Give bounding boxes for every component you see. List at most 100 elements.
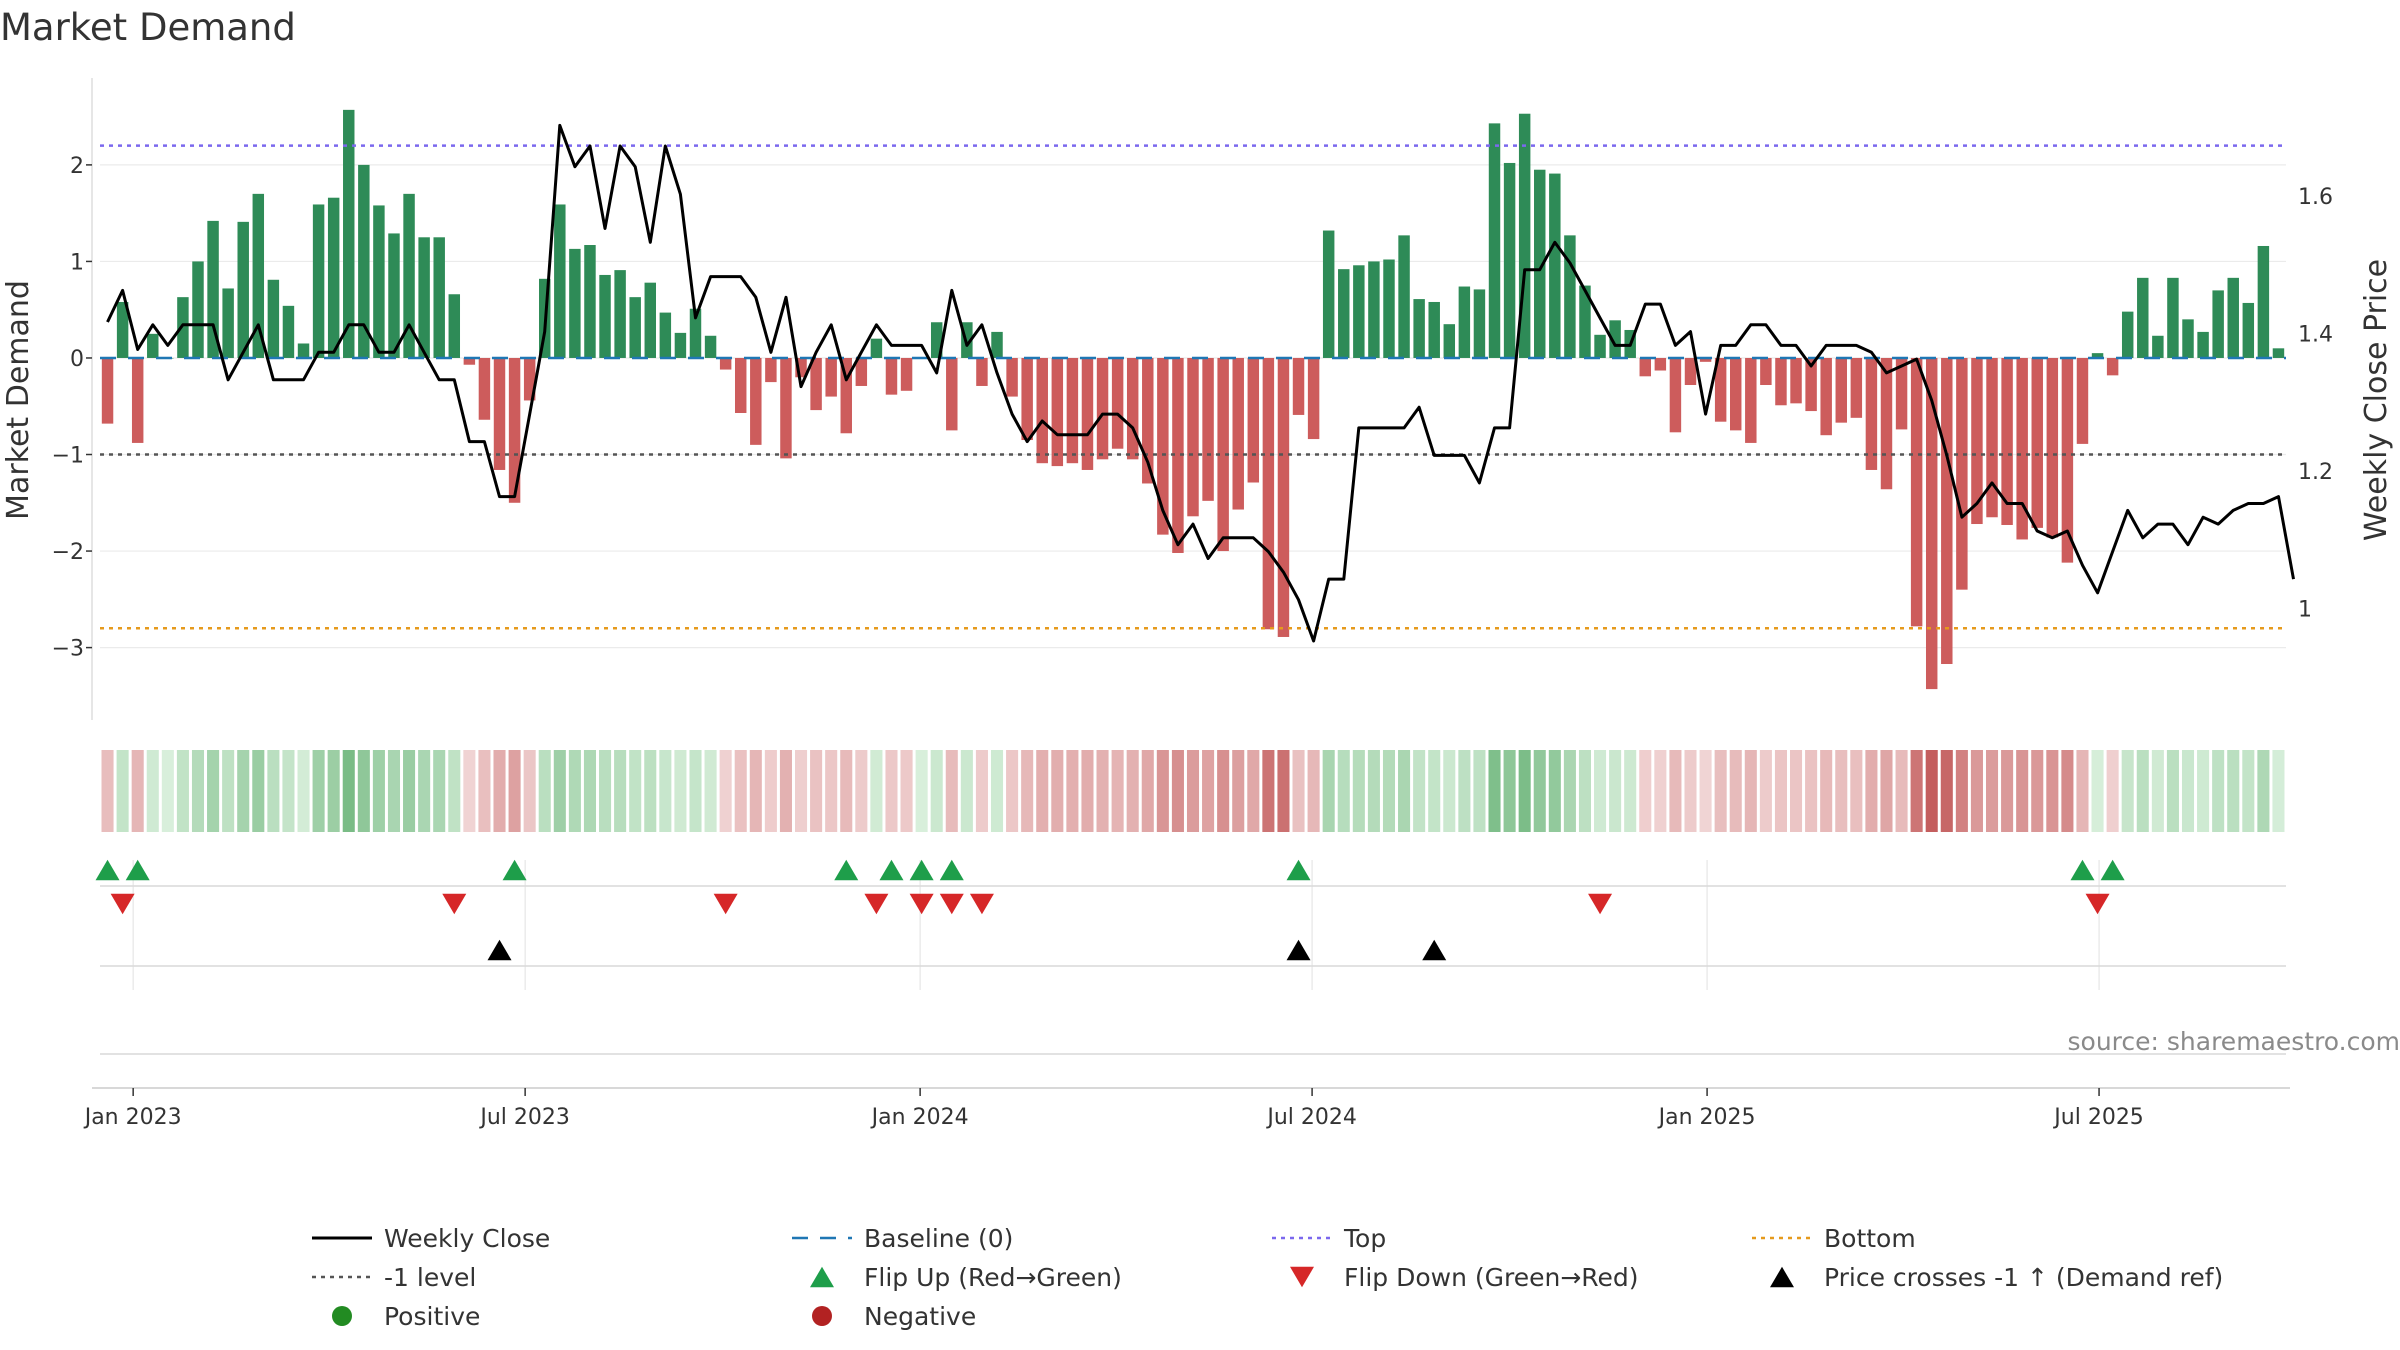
demand-bar-positive [1322,230,1335,358]
demand-bar-negative [734,357,747,413]
demand-bar-positive [116,301,129,358]
heatmap-cell [2061,750,2074,832]
heatmap-cell [1262,750,1275,832]
demand-bar-negative [1096,357,1109,460]
heatmap-cell [2166,750,2179,832]
demand-bar-positive [2121,311,2134,358]
heatmap-cell [207,750,220,832]
heatmap-cell [131,750,144,832]
demand-bar-positive [659,312,672,358]
demand-bar-negative [825,357,837,397]
demand-bar-negative [1730,357,1742,431]
heatmap-cell [2091,750,2104,832]
heatmap-cell [1186,750,1200,832]
demand-bar-positive [207,220,219,358]
y-tick-label: −2 [52,540,84,565]
heatmap-cell [1337,750,1350,832]
heatmap-cell [357,750,370,832]
demand-bar-negative [1111,357,1124,449]
legend-label: Weekly Close [384,1224,550,1253]
heatmap-cell [1171,750,1184,832]
heatmap-cell [1578,750,1592,832]
demand-bar-negative [1292,357,1305,415]
heatmap-cell [1955,750,1968,832]
heatmap-cell [403,750,416,832]
heatmap-cell [975,750,988,832]
demand-bar-positive [1398,235,1410,358]
heatmap-cell [764,750,777,832]
demand-bar-positive [2167,277,2179,358]
demand-bar-positive [267,279,280,358]
legend-label: Price crosses -1 ↑ (Demand ref) [1824,1263,2223,1292]
heatmap-cell [387,750,401,832]
source-label: source: sharemaestro.com [2068,1027,2400,1056]
heatmap-cell [1473,750,1486,832]
demand-bar-negative [1066,357,1079,464]
heatmap-cell [1609,750,1622,832]
heatmap-cell [1820,750,1833,832]
demand-bar-negative [2046,357,2059,538]
flip-up-marker [879,859,904,881]
legend-label: Baseline (0) [864,1224,1013,1253]
heatmap-cell [659,750,672,832]
demand-bar-positive [2272,348,2285,358]
demand-bar-negative [840,357,852,434]
heatmap-cell [2181,750,2195,832]
demand-bar-negative [101,357,114,424]
demand-bar-negative [855,357,868,386]
demand-bar-positive [1443,324,1456,358]
heatmap-cell [855,750,868,832]
demand-bar-positive [1579,285,1591,358]
demand-bar-negative [1172,357,1184,553]
heatmap-cell [538,750,551,832]
heatmap-cell [523,750,536,832]
heatmap-cell [1790,750,1803,832]
demand-bar-positive [1473,289,1486,358]
heatmap-cell [1985,750,1999,832]
demand-bar-negative [1956,357,1968,590]
legend-item: Price crosses -1 ↑ (Demand ref) [1770,1263,2223,1292]
heatmap-cell [960,750,973,832]
demand-bar-negative [750,357,762,445]
flip-down-marker [713,893,738,915]
x-tick-label: Jan 2023 [83,1105,182,1130]
heatmap-cell [1367,750,1380,832]
y2-tick-label: 1 [2298,598,2312,623]
heatmap-cell [1699,750,1712,832]
demand-bar-negative [1865,357,1878,470]
heatmap-cell [1548,750,1561,832]
heatmap-cell [1247,750,1260,832]
demand-bar-negative [1941,357,1953,665]
heatmap-cell [1051,750,1064,832]
demand-bar-positive [704,335,717,358]
demand-bar-negative [1850,357,1863,418]
demand-bar-negative [1684,357,1697,386]
y-tick-label: 1 [70,250,84,275]
demand-bar-positive [1413,299,1425,358]
demand-bar-negative [1820,357,1832,436]
flip-down-marker [864,893,889,915]
demand-bar-positive [343,109,355,358]
flip-up-marker [834,859,859,881]
demand-bar-positive [1549,173,1561,358]
heatmap-cell [2136,750,2149,832]
demand-bar-positive [584,245,596,358]
heatmap-cell [1729,750,1742,832]
demand-bar-positive [2137,277,2149,358]
heatmap-cell [1835,750,1848,832]
demand-bar-negative [2061,357,2074,563]
demand-bar-positive [2152,335,2164,358]
demand-bar-negative [1699,357,1712,362]
heatmap-cell [1277,750,1290,832]
heatmap-cell [1970,750,1983,832]
demand-bar-positive [674,332,687,358]
heatmap-cell [2151,750,2164,832]
heatmap-cell [342,750,355,832]
flip-down-marker [442,893,467,915]
demand-bar-positive [930,322,943,358]
demand-bar-negative [508,357,521,503]
heatmap-cell [689,750,702,832]
demand-bar-positive [1353,265,1365,358]
demand-bar-negative [2106,357,2119,376]
